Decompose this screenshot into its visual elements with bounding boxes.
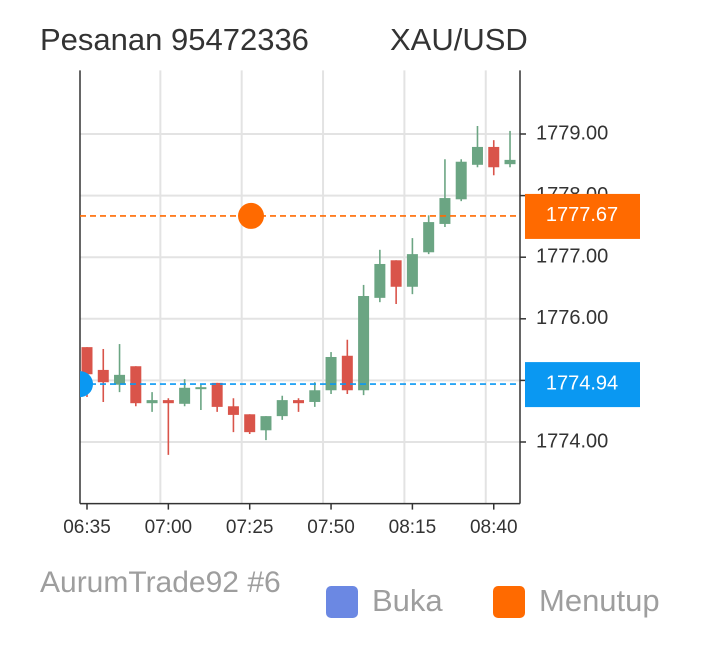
open-price-marker <box>80 371 93 398</box>
candle-body <box>358 296 370 391</box>
candle-body <box>179 387 191 404</box>
candle-body <box>504 159 516 165</box>
candle-body <box>406 254 418 287</box>
candle-body <box>488 146 500 168</box>
candle-body <box>276 400 288 417</box>
x-tick-label: 07:00 <box>145 517 193 538</box>
x-tick-label: 08:40 <box>470 517 518 538</box>
candle-body <box>439 198 451 224</box>
candle-body <box>211 382 223 407</box>
candle-body <box>97 369 109 383</box>
legend-swatch <box>493 586 525 618</box>
candle-body <box>293 400 305 404</box>
legend-swatch <box>326 586 358 618</box>
close-price-badge-label: 1777.67 <box>546 204 618 226</box>
x-tick-label: 07:50 <box>307 517 355 538</box>
x-tick-label: 08:15 <box>389 517 437 538</box>
candle-body <box>309 390 321 402</box>
y-tick-label: 1774.00 <box>536 430 608 452</box>
candle-body <box>227 406 239 415</box>
y-tick-label: 1777.00 <box>536 245 608 267</box>
symbol: XAU/USD <box>390 22 528 57</box>
candle-body <box>325 356 337 391</box>
account-label: AurumTrade92 #6 <box>40 566 281 599</box>
candle-body <box>390 260 402 287</box>
candle-body <box>146 400 158 404</box>
candle-body <box>260 416 272 431</box>
candle-body <box>244 414 256 433</box>
candle-body <box>423 222 435 253</box>
chart-title: Pesanan 95472336 <box>40 22 309 57</box>
x-tick-label: 06:35 <box>63 517 111 538</box>
candle-body <box>114 374 126 385</box>
candle-body <box>81 347 93 375</box>
open-price-badge-label: 1774.94 <box>546 372 618 394</box>
candle-body <box>162 400 174 404</box>
y-tick-label: 1779.00 <box>536 122 608 144</box>
candle-body <box>455 161 467 200</box>
legend-label: Menutup <box>539 583 660 618</box>
candle-body <box>341 355 353 391</box>
legend-label: Buka <box>372 583 443 618</box>
close-price-marker <box>238 202 264 229</box>
candle-body <box>374 263 386 298</box>
candle-body <box>471 146 483 165</box>
close-price-badge <box>525 193 640 239</box>
y-tick-label: 1776.00 <box>536 307 608 329</box>
x-tick-label: 07:25 <box>226 517 274 538</box>
open-price-badge <box>525 362 640 408</box>
candle-body <box>195 387 207 390</box>
